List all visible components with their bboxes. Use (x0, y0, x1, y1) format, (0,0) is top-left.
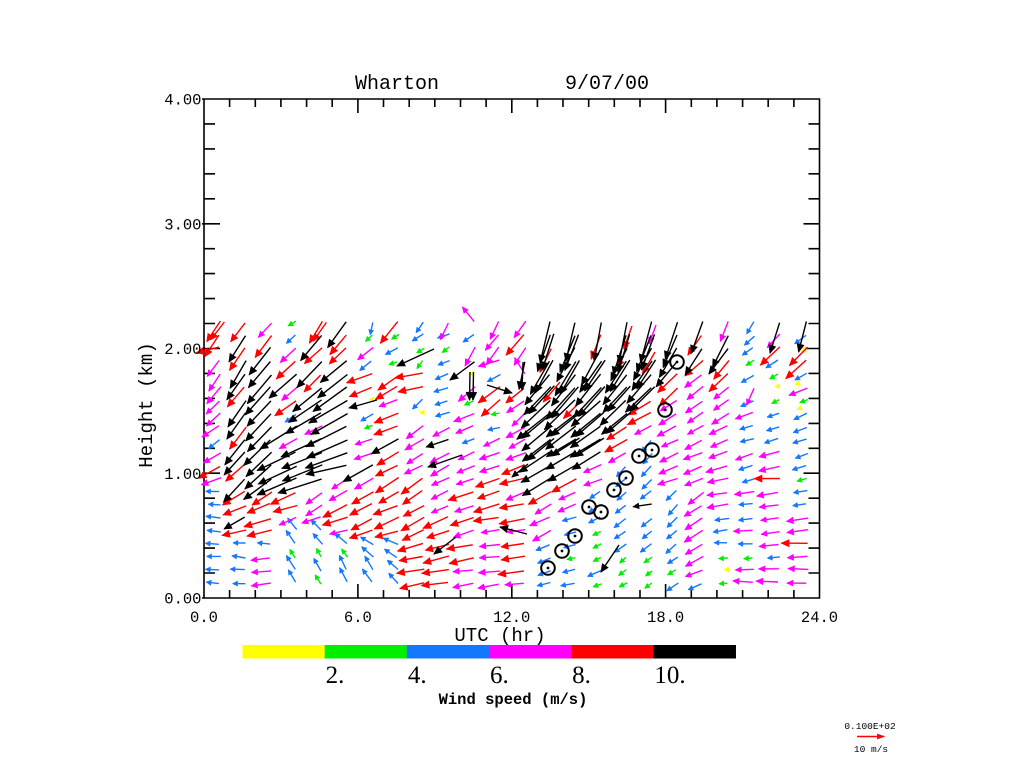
svg-text:24.0: 24.0 (801, 609, 838, 627)
svg-text:10 m/s: 10 m/s (854, 744, 888, 755)
svg-text:6.0: 6.0 (344, 609, 372, 627)
svg-text:10.: 10. (654, 662, 685, 689)
svg-text:8.: 8. (572, 662, 591, 689)
svg-text:12.0: 12.0 (493, 609, 530, 627)
svg-text:0.00: 0.00 (164, 591, 201, 609)
svg-text:4.: 4. (408, 662, 427, 689)
svg-text:Wharton: Wharton (355, 73, 439, 96)
svg-text:6.: 6. (490, 662, 509, 689)
svg-text:Height (km): Height (km) (136, 342, 158, 467)
svg-text:4.00: 4.00 (164, 92, 201, 110)
svg-text:UTC (hr): UTC (hr) (454, 625, 545, 647)
svg-text:0.100E+02: 0.100E+02 (844, 721, 896, 732)
svg-text:2.00: 2.00 (164, 341, 201, 359)
svg-text:3.00: 3.00 (164, 216, 201, 234)
svg-text:2.: 2. (326, 662, 345, 689)
svg-text:18.0: 18.0 (647, 609, 684, 627)
svg-text:Wind speed (m/s): Wind speed (m/s) (439, 691, 588, 709)
svg-text:9/07/00: 9/07/00 (565, 73, 649, 96)
svg-text:1.00: 1.00 (164, 466, 201, 484)
svg-text:0.0: 0.0 (190, 609, 218, 627)
